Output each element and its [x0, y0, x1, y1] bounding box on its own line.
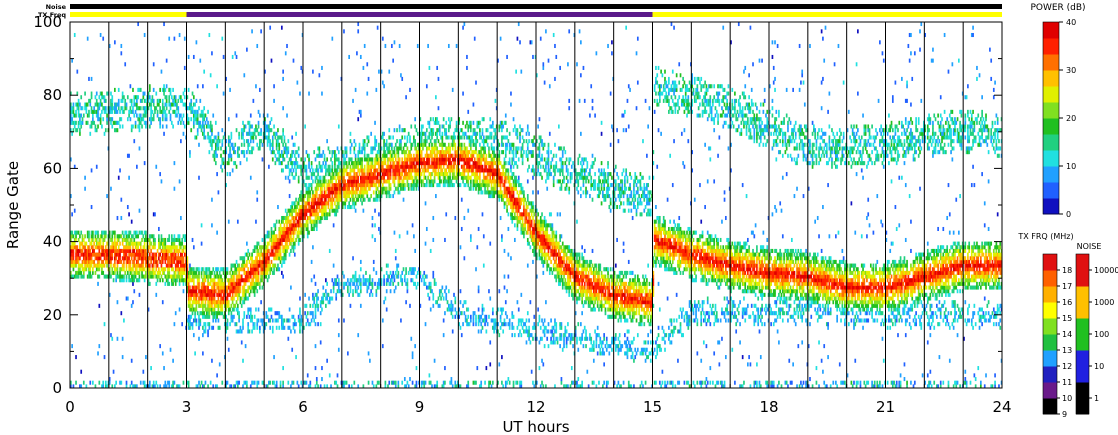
txfreq-status-segment [652, 12, 1002, 17]
power-scale-tick-label: 20 [1066, 114, 1076, 123]
txfreq-scale-tick-label: 10 [1062, 394, 1072, 403]
color-scales: POWER (dB) 0 10 20 30 40 TX FRQ (MHz) 9 10 11 12 13… [1017, 3, 1118, 419]
power-scale-tick-label: 0 [1066, 210, 1071, 219]
noise-scale-tick-label: 1 [1094, 394, 1099, 403]
power-scale-title: POWER (dB) [1030, 3, 1085, 13]
x-tick-label: 9 [415, 398, 425, 416]
txfreq-scale-tick-label: 18 [1062, 266, 1072, 275]
txfreq-scale-swatch [1043, 318, 1057, 335]
noise-scale-swatch [1076, 318, 1089, 351]
txfreq-scale-swatch [1043, 270, 1057, 287]
txfreq-scale-swatch [1043, 286, 1057, 303]
noise-scale-swatch [1076, 254, 1089, 287]
power-scale-tick-label: 40 [1066, 18, 1076, 27]
power-scale-tick-label: 10 [1066, 162, 1076, 171]
noise-scale-tick-label: 100 [1094, 330, 1109, 339]
power-scale-swatch [1043, 118, 1059, 135]
y-tick-label: 100 [33, 13, 62, 31]
power-scale-swatch [1043, 54, 1059, 71]
txfreq-scale-swatch [1043, 334, 1057, 351]
txfreq-scale-tick-label: 11 [1062, 378, 1072, 387]
y-tick-label: 20 [43, 306, 62, 324]
noise-scale-tick-label: 1000 [1094, 298, 1114, 307]
txfreq-scale-tick-label: 12 [1062, 362, 1072, 371]
plot-area [70, 4, 1003, 389]
txfreq-scale-swatch [1043, 254, 1057, 271]
power-scale-swatch [1043, 38, 1059, 55]
noise-scale-swatch [1076, 350, 1089, 383]
x-tick-label: 6 [298, 398, 308, 416]
y-tick-label: 60 [43, 159, 62, 177]
noise-bar-label: Noise [46, 3, 67, 11]
noise-scale-swatch [1076, 382, 1089, 415]
txfreq-scale-swatch [1043, 382, 1057, 399]
x-tick-label: 18 [759, 398, 778, 416]
power-scale-swatch [1043, 86, 1059, 103]
power-scale-swatch [1043, 22, 1059, 39]
x-tick-label: 15 [643, 398, 662, 416]
txfreq-scale-tick-label: 16 [1062, 298, 1072, 307]
echo-cells [70, 22, 1003, 389]
txfreq-scale-swatch [1043, 302, 1057, 319]
y-tick-label: 40 [43, 233, 62, 251]
txfreq-scale-swatch [1043, 350, 1057, 367]
x-tick-label: 24 [992, 398, 1011, 416]
noise-scale-title: NOISE [1077, 242, 1102, 251]
y-tick-label: 80 [43, 86, 62, 104]
x-tick-label: 21 [876, 398, 895, 416]
txfreq-scale-title: TX FRQ (MHz) [1017, 232, 1073, 241]
txfreq-scale-tick-label: 15 [1062, 314, 1072, 323]
power-scale-swatch [1043, 134, 1059, 151]
txfreq-scale-tick-label: 9 [1062, 410, 1067, 419]
x-tick-label: 12 [526, 398, 545, 416]
power-scale-swatch [1043, 182, 1059, 199]
txfreq-status-segment [186, 12, 653, 17]
noise-scale-tick-label: 10 [1094, 362, 1104, 371]
power-scale-tick-label: 30 [1066, 66, 1076, 75]
txfreq-status-segment [70, 12, 187, 17]
x-axis-label: UT hours [502, 418, 569, 435]
x-tick-label: 3 [182, 398, 192, 416]
power-scale-swatch [1043, 70, 1059, 87]
txfreq-scale-swatch [1043, 366, 1057, 383]
y-axis-label: Range Gate [4, 161, 22, 249]
power-scale-swatch [1043, 102, 1059, 119]
power-scale-swatch [1043, 198, 1059, 215]
txfreq-scale-tick-label: 17 [1062, 282, 1072, 291]
txfreq-scale-tick-label: 13 [1062, 346, 1072, 355]
power-scale-swatch [1043, 150, 1059, 167]
txfreq-bar-label: TX Freq [38, 11, 66, 19]
noise-scale-tick-label: 10000 [1094, 266, 1118, 275]
txfreq-scale-swatch [1043, 398, 1057, 415]
noise-status-bar [70, 4, 1002, 9]
x-tick-label: 0 [65, 398, 75, 416]
power-scale-swatch [1043, 166, 1059, 183]
y-tick-label: 0 [52, 379, 62, 397]
txfreq-scale-tick-label: 14 [1062, 330, 1072, 339]
noise-scale-swatch [1076, 286, 1089, 319]
